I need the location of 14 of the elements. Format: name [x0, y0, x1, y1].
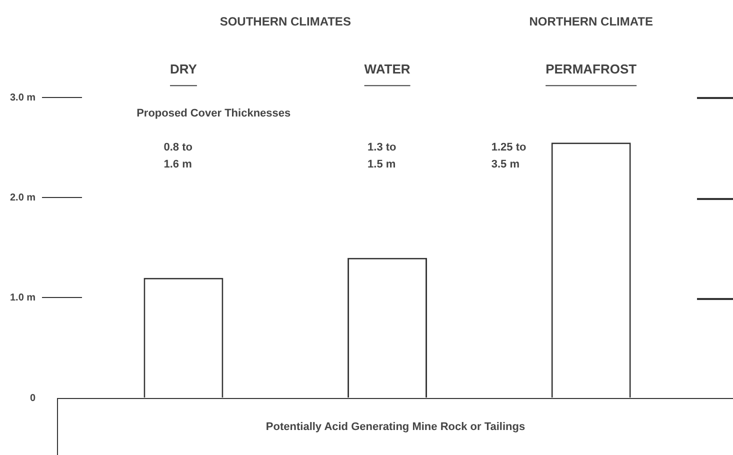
y-tick-label: 0 [30, 392, 36, 404]
y-tick-label: 1.0 m [10, 292, 36, 304]
annotation: Proposed Cover Thicknesses [136, 108, 291, 120]
annotation: 1.25 to 3.5 m [491, 142, 526, 171]
annotation: 1.3 to 1.5 m [368, 142, 397, 171]
ground-block: Potentially Acid Generating Mine Rock or Tailings [57, 398, 733, 455]
y-tick-label: 3.0 m [10, 92, 36, 104]
text: NORTHERN CLIMATE [529, 14, 653, 28]
x-tick-label: WATER [364, 61, 411, 76]
annotation: 0.8 to 1.6 m [164, 142, 193, 171]
text: SOUTHERN CLIMATES [220, 14, 351, 28]
x-tick-label: DRY [170, 61, 198, 76]
x-tick-label: PERMAFROST [546, 61, 637, 76]
y-tick-label: 2.0 m [10, 192, 36, 204]
